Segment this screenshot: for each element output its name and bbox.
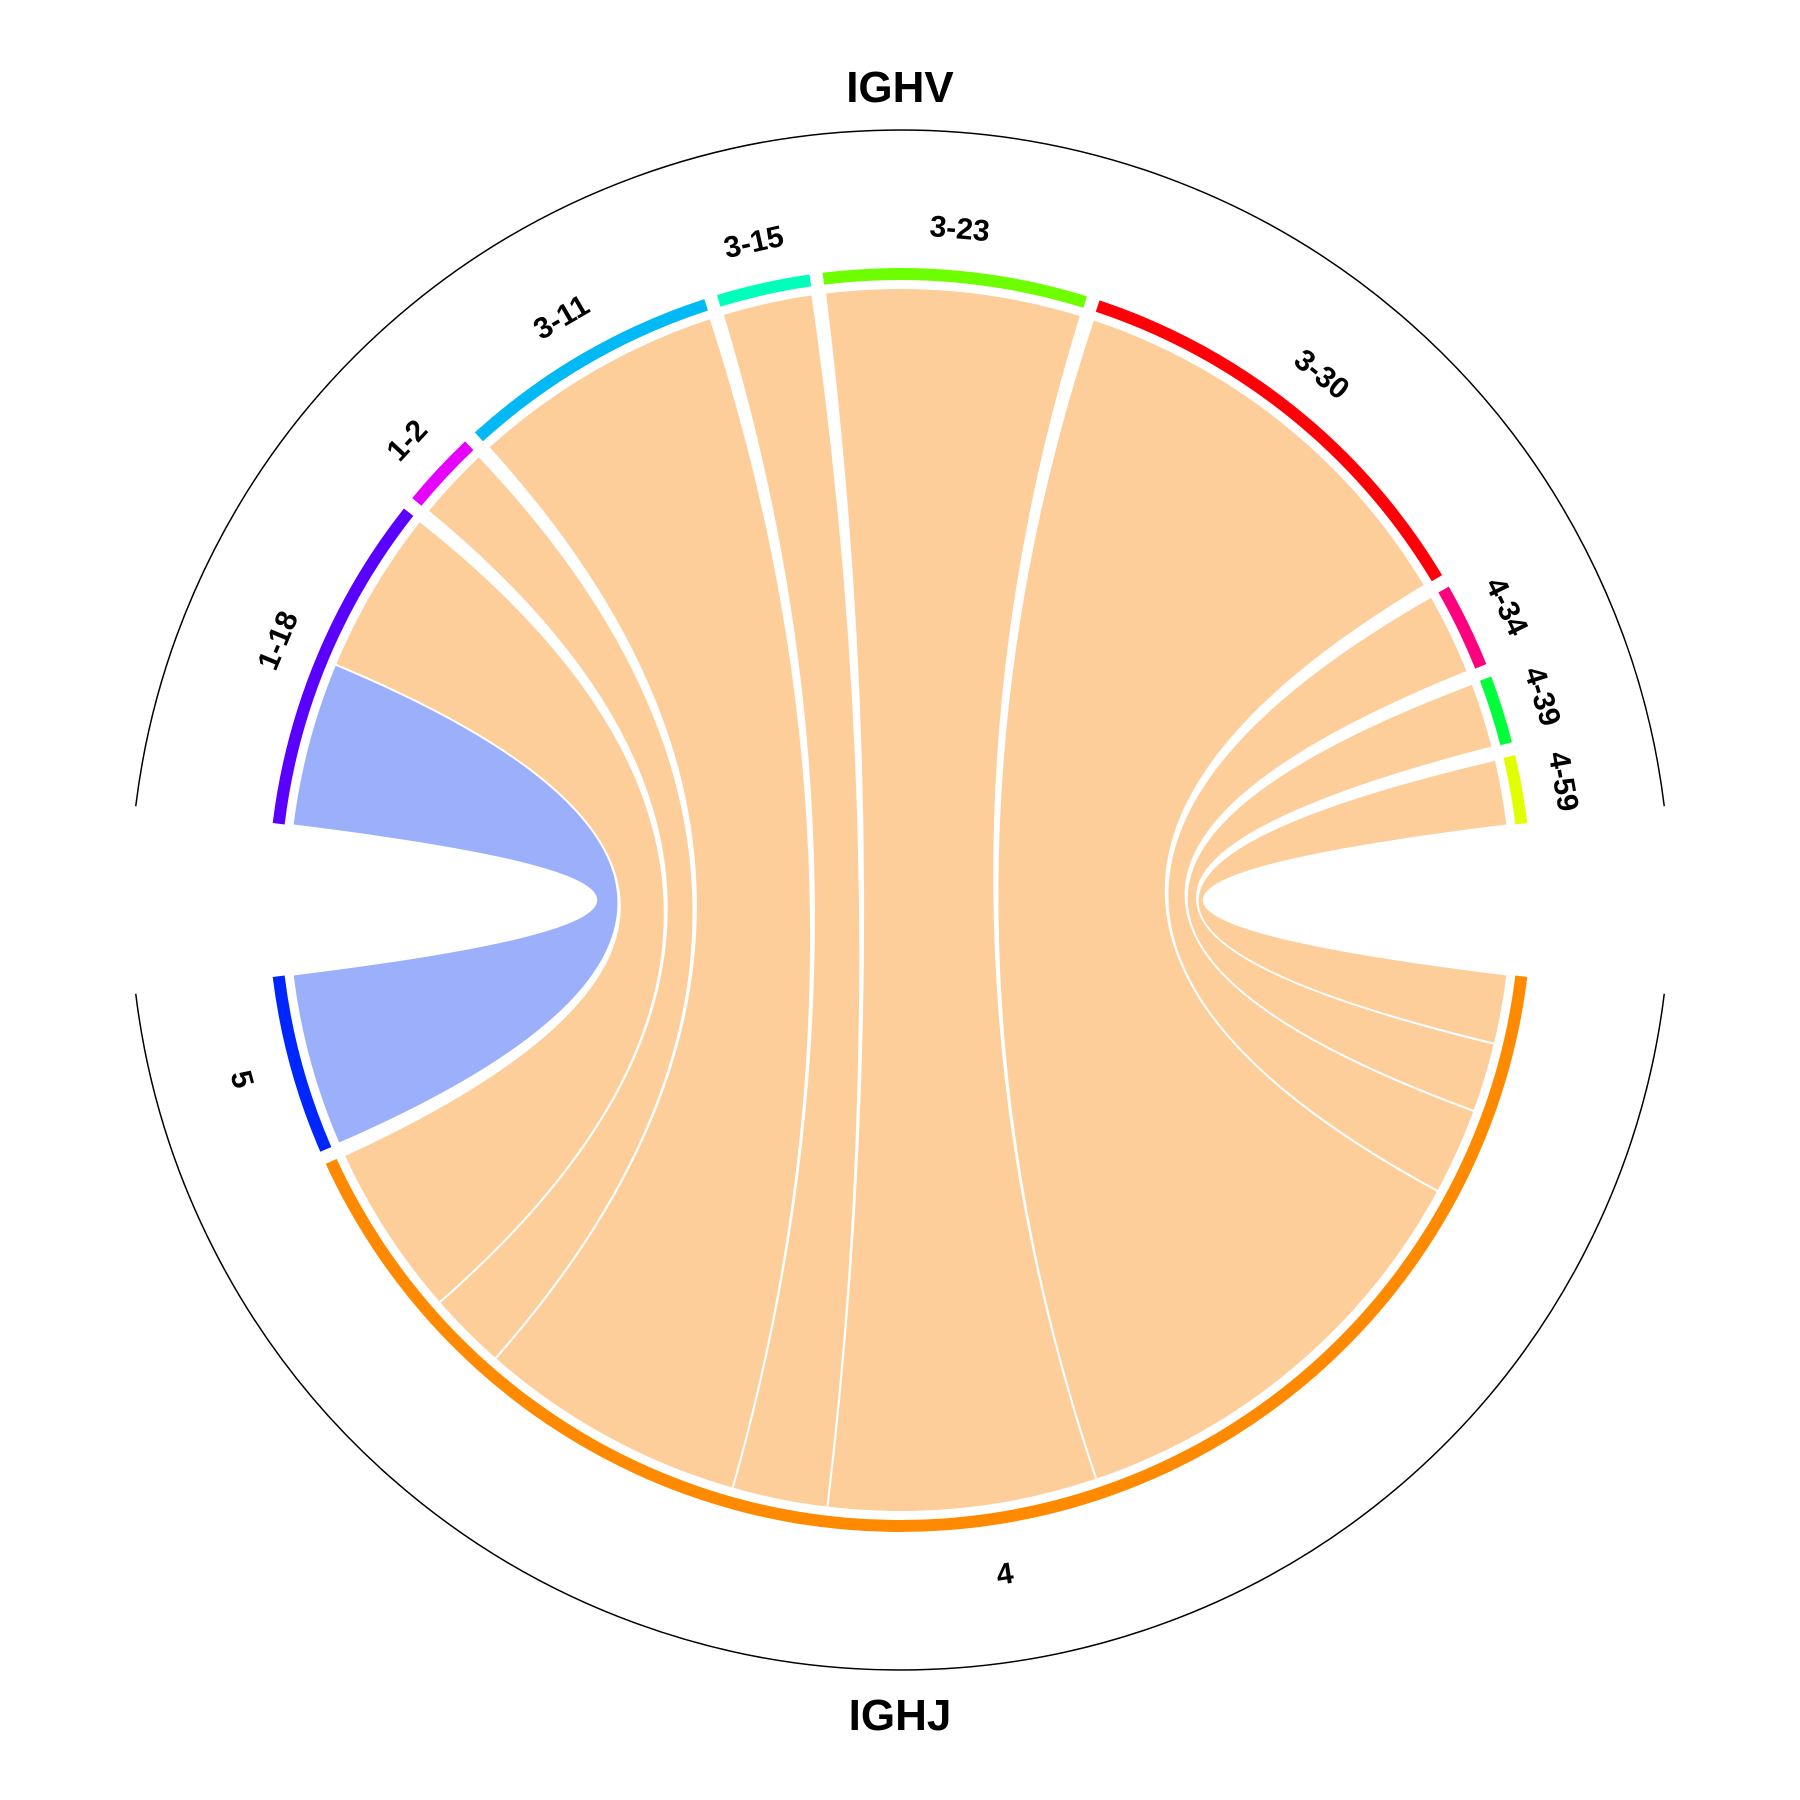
group-labels: IGHV IGHJ [846,63,954,1740]
group-outline-arc-ighv [134,129,1666,807]
segment-label-1-18: 1-18 [252,607,306,675]
segment-arc-1-2 [412,441,474,506]
segment-label-3-11: 3-11 [528,289,595,347]
segment-label-4-39: 4-39 [1517,663,1567,730]
outer-group-arcs [134,129,1666,1671]
segment-label-4-34: 4-34 [1478,572,1534,641]
segment-label-5: 5 [223,1067,259,1092]
segment-arc-5 [272,975,332,1152]
segment-arc-3-11 [474,299,708,442]
segment-arc-4-34 [1438,586,1487,669]
segment-arc-4-39 [1479,676,1512,746]
chord-ribbon-3-30-to-4 [996,318,1440,1481]
segment-label-3-30: 3-30 [1288,343,1355,406]
group-label-ighj: IGHJ [849,1691,952,1740]
segment-arcs [272,268,1528,1533]
chord-ribbon-4-59-to-4 [1196,758,1509,1046]
segment-arc-1-18 [272,508,414,825]
segment-label-4-59: 4-59 [1542,749,1585,814]
segment-arc-3-23 [822,268,1087,308]
segment-label-3-15: 3-15 [721,220,787,265]
chord-ribbons [291,287,1509,1513]
segment-label-4: 4 [994,1557,1016,1592]
segment-arc-4-59 [1503,755,1528,825]
segment-label-1-2: 1-2 [381,414,435,468]
group-outline-arc-ighj [134,993,1666,1671]
segment-arc-3-15 [716,274,812,307]
group-label-ighv: IGHV [846,63,954,112]
segment-label-3-23: 3-23 [928,210,991,248]
